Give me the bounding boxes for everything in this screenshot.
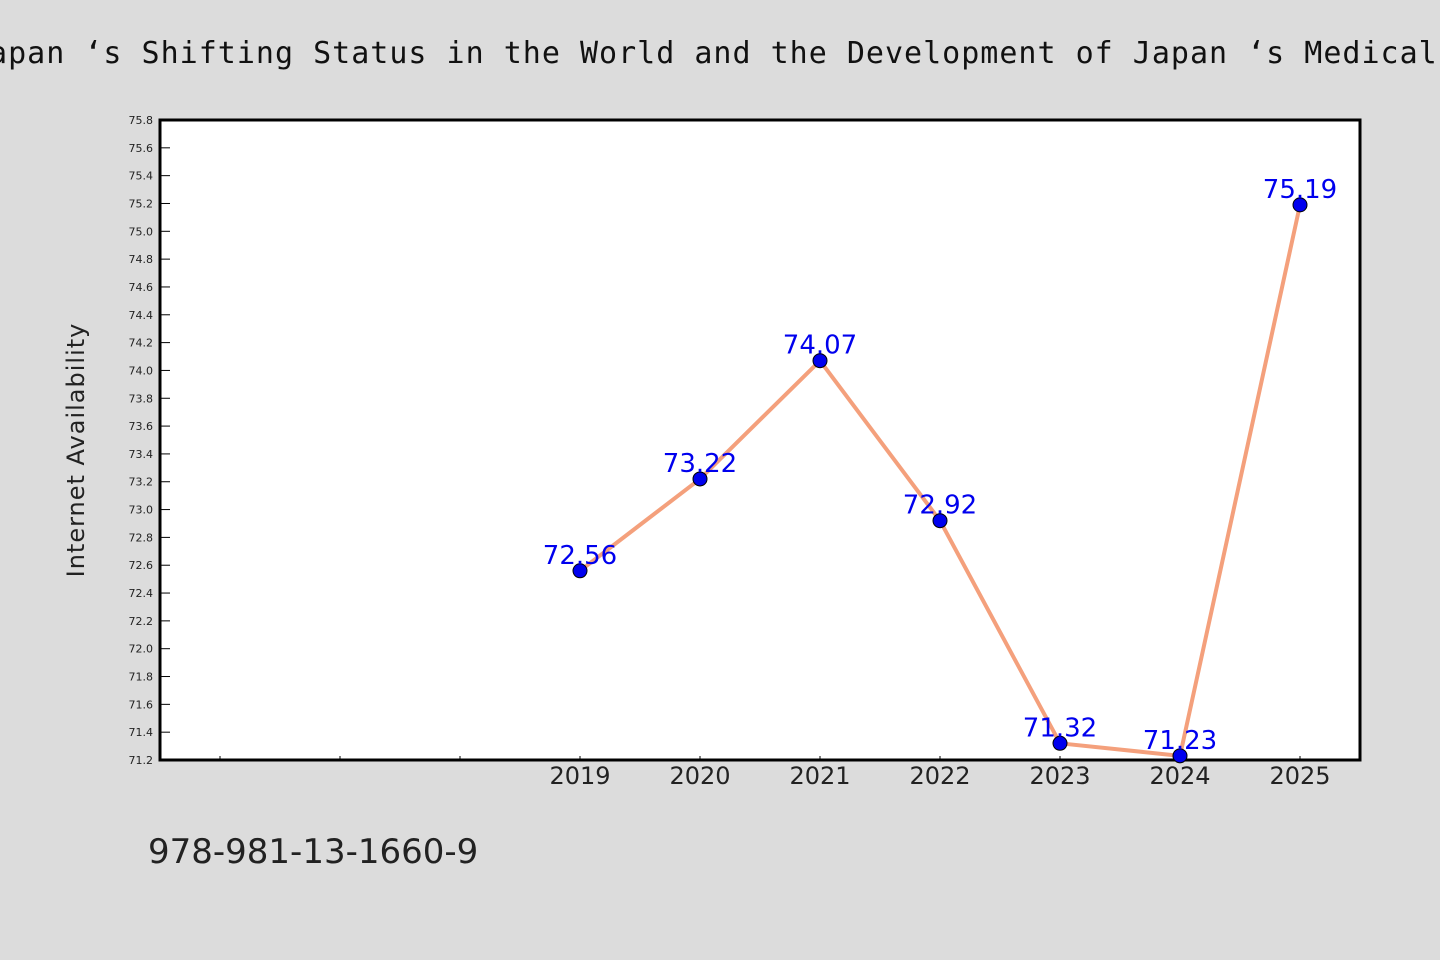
- x-tick-label: 2020: [669, 762, 730, 790]
- data-point: [692, 471, 708, 487]
- x-tick-label: 2024: [1149, 762, 1210, 790]
- data-label: 73.22: [663, 449, 737, 479]
- y-tick-label: 74.2: [129, 337, 154, 350]
- y-tick-label: 73.2: [129, 476, 154, 489]
- data-point: [1052, 735, 1068, 751]
- data-label: 72.56: [543, 541, 617, 571]
- y-tick-label: 71.2: [129, 754, 154, 767]
- data-label: 75.19: [1263, 175, 1337, 205]
- y-tick-label: 71.8: [129, 671, 154, 684]
- x-axis: 2019 2020 2021 2022 2023 2024 2025: [219, 756, 1331, 790]
- data-point: [812, 353, 828, 369]
- y-tick-label: 75.6: [129, 142, 154, 155]
- y-tick-label: 75.8: [129, 114, 154, 127]
- data-label: 71.23: [1143, 726, 1217, 756]
- data-labels: 72.56 73.22 74.07 72.92 71.32 71.23 75.19: [543, 175, 1337, 756]
- y-tick-label: 75.0: [129, 225, 154, 238]
- x-tick-label: 2022: [909, 762, 970, 790]
- y-tick-label: 74.0: [129, 364, 154, 377]
- y-tick-label: 73.0: [129, 504, 154, 517]
- chart-title: Japan ‘s Shifting Status in the World an…: [0, 36, 1440, 71]
- x-tick-label: 2025: [1269, 762, 1330, 790]
- x-tick-label: 2019: [549, 762, 610, 790]
- data-point: [932, 513, 948, 529]
- y-tick-label: 73.8: [129, 392, 154, 405]
- data-label: 72.92: [903, 491, 977, 521]
- plot-area: [158, 118, 1362, 762]
- y-tick-label: 72.6: [129, 559, 154, 572]
- y-tick-label: 75.4: [129, 170, 154, 183]
- y-tick-label: 74.8: [129, 253, 154, 266]
- series-points: [572, 197, 1308, 764]
- y-tick-label: 74.6: [129, 281, 154, 294]
- y-axis: 71.2 71.4 71.6 71.8 72.0 72.2 72.4 72.6 72.8 73.0…: [129, 114, 170, 767]
- y-tick-label: 73.4: [129, 448, 154, 461]
- y-axis-label: Internet Availability: [62, 323, 90, 578]
- y-tick-label: 72.4: [129, 587, 154, 600]
- data-point: [1292, 197, 1308, 213]
- y-tick-label: 71.4: [129, 726, 154, 739]
- footer-isbn: 978-981-13-1660-9: [148, 832, 479, 872]
- y-tick-label: 75.2: [129, 197, 154, 210]
- x-tick-label: 2021: [789, 762, 850, 790]
- y-tick-label: 73.6: [129, 420, 154, 433]
- chart-title-text: Japan ‘s Shifting Status in the World an…: [0, 36, 1440, 71]
- data-point: [572, 563, 588, 579]
- y-tick-label: 72.8: [129, 531, 154, 544]
- y-tick-label: 74.4: [129, 309, 154, 322]
- y-tick-label: 72.0: [129, 643, 154, 656]
- y-tick-label: 71.6: [129, 698, 154, 711]
- data-label: 74.07: [783, 331, 857, 361]
- x-tick-label: 2023: [1029, 762, 1090, 790]
- y-tick-label: 72.2: [129, 615, 154, 628]
- data-label: 71.32: [1023, 713, 1097, 743]
- data-point: [1172, 748, 1188, 764]
